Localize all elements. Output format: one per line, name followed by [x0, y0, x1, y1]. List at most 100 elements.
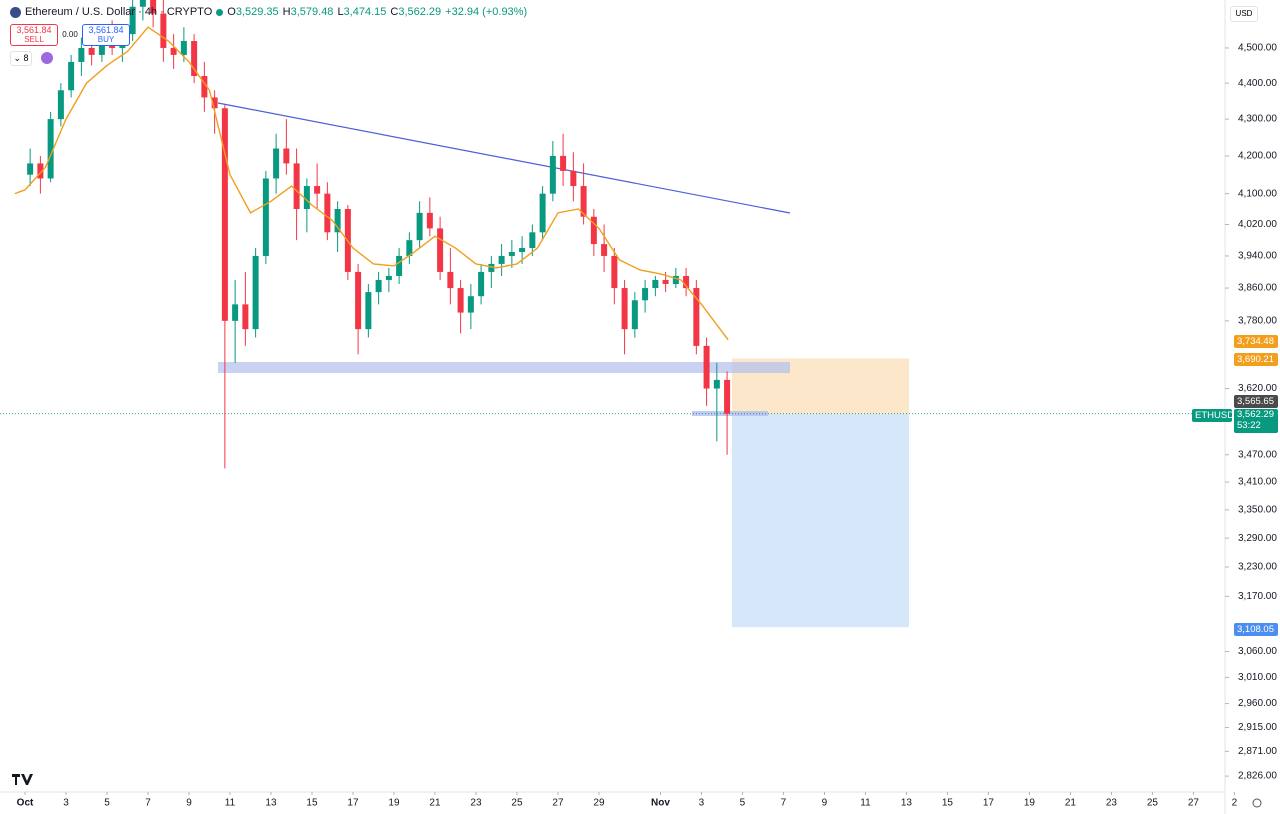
x-tick-label: 3 — [63, 798, 69, 809]
candle-body — [590, 216, 597, 245]
sell-price: 3,561.84 — [16, 25, 52, 35]
x-tick-label: 7 — [781, 798, 787, 809]
change: +32.94 (+0.93%) — [445, 6, 528, 18]
x-tick-label: 15 — [306, 798, 318, 809]
y-tick-label: 2,826.00 — [1238, 771, 1277, 782]
y-tick-label: 4,400.00 — [1238, 78, 1277, 89]
x-tick-label: 7 — [145, 798, 151, 809]
label: C — [390, 6, 399, 18]
candle-body — [262, 178, 269, 256]
candle-body — [68, 61, 75, 91]
candle-body — [426, 212, 433, 229]
candle-body — [139, 0, 146, 7]
x-tick-label: 9 — [822, 798, 828, 809]
candle-body — [396, 255, 403, 276]
candle-body — [488, 263, 495, 272]
candle-body — [88, 47, 95, 55]
currency[interactable]: USD — [1230, 6, 1258, 22]
x-tick-label: 13 — [901, 798, 913, 809]
candle-body — [580, 186, 587, 217]
candle-body — [652, 279, 659, 289]
candle-body — [642, 288, 649, 301]
candle-body — [47, 119, 54, 179]
indicator-icon[interactable] — [41, 52, 53, 64]
settings-icon[interactable] — [1252, 798, 1262, 808]
buy-price: 3,561.84 — [88, 25, 124, 35]
label: L — [337, 6, 344, 18]
value: 3,579.48 — [290, 6, 334, 18]
candle-body — [724, 379, 731, 414]
buy-label: BUY — [97, 35, 115, 44]
y-tick-label: 3,860.00 — [1238, 283, 1277, 294]
candle-body — [150, 0, 157, 14]
candle-body — [78, 47, 85, 62]
value: 3,529.35 — [235, 6, 279, 18]
candle-body — [478, 271, 485, 297]
ema-price-tag: 3,734.48 — [1234, 335, 1278, 348]
candle-body — [170, 47, 177, 55]
stop-price-tag: 3,690.21 — [1234, 353, 1278, 366]
y-tick-label: 4,300.00 — [1238, 114, 1277, 125]
indicator-count: 8 — [23, 53, 29, 63]
ohlc-l: L3,474.15 — [337, 6, 386, 18]
x-tick-label: 21 — [1065, 798, 1077, 809]
candle-body — [375, 279, 382, 293]
spread: 0.00 — [60, 30, 80, 40]
candle-body — [211, 97, 218, 109]
y-tick-label: 2,960.00 — [1238, 698, 1277, 709]
candle-body — [406, 240, 413, 256]
y-tick-label: 3,350.00 — [1238, 505, 1277, 516]
y-tick-label: 4,500.00 — [1238, 43, 1277, 54]
candle-body — [324, 193, 331, 233]
candle-body — [334, 208, 341, 233]
candle-body — [180, 41, 187, 55]
ohlc-h: H3,579.48 — [283, 6, 334, 18]
x-tick-label: 11 — [860, 798, 871, 809]
symbol[interactable]: Ethereum / U.S. Dollar · 4h · CRYPTO — [25, 6, 213, 18]
x-tick-label: 2 — [1232, 798, 1238, 809]
x-tick-label: 19 — [388, 798, 400, 809]
buy-button[interactable]: 3,561.84 BUY — [82, 24, 130, 46]
y-tick-label: 3,470.00 — [1238, 449, 1277, 460]
y-tick-label: 3,010.00 — [1238, 672, 1277, 683]
x-tick-label: 23 — [470, 798, 482, 809]
candle-body — [252, 255, 259, 330]
target-price-tag: 3,108.05 — [1234, 623, 1278, 636]
x-tick-label: Nov — [651, 798, 670, 809]
x-tick-label: Oct — [17, 798, 34, 809]
trend-line — [217, 102, 791, 214]
value: 3,474.15 — [343, 6, 387, 18]
candle-body — [57, 90, 64, 120]
candle-body — [37, 163, 44, 179]
x-tick-label: 21 — [429, 798, 441, 809]
y-tick-label: 2,915.00 — [1238, 722, 1277, 733]
candle-body — [560, 155, 567, 171]
sell-button[interactable]: 3,561.84 SELL — [10, 24, 58, 46]
indicators-toggle[interactable]: ⌄ 8 — [10, 51, 32, 66]
entry-price-tag: 3,565.65 — [1234, 395, 1278, 408]
x-tick-label: 9 — [186, 798, 192, 809]
candle-body — [416, 212, 423, 241]
candle-body — [703, 345, 710, 389]
candle-body — [611, 255, 618, 289]
candle-body — [529, 232, 536, 249]
x-tick-label: 11 — [225, 798, 236, 809]
x-tick-label: 3 — [699, 798, 705, 809]
x-tick-label: 5 — [104, 798, 110, 809]
candle-body — [201, 76, 208, 98]
value: 3,562.29 — [398, 6, 442, 18]
candle-body — [457, 288, 464, 313]
candle-body — [601, 244, 608, 256]
candle-body — [508, 251, 515, 256]
candle-body — [385, 275, 392, 280]
candle-body — [519, 248, 526, 252]
candle-body — [232, 304, 239, 321]
candle-body — [129, 6, 136, 35]
x-tick-label: 19 — [1024, 798, 1036, 809]
y-tick-label: 2,871.00 — [1238, 746, 1277, 757]
x-tick-label: 17 — [347, 798, 359, 809]
y-tick-label: 3,170.00 — [1238, 591, 1277, 602]
last-price: 3,562.29 — [1237, 409, 1274, 420]
candle-body — [549, 155, 556, 194]
